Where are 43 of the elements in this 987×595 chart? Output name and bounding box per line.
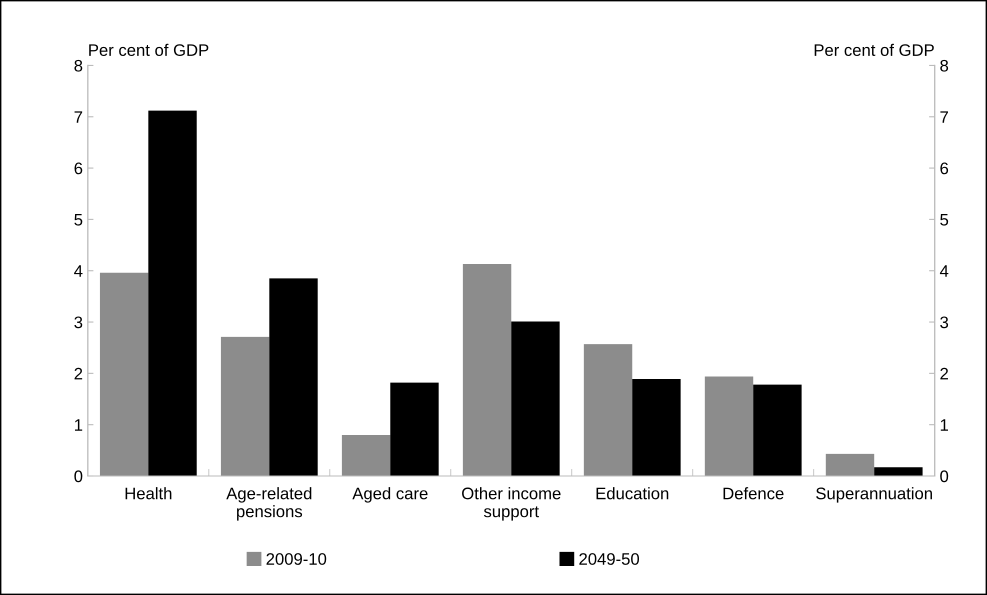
bar bbox=[462, 264, 512, 476]
bar bbox=[269, 278, 318, 476]
x-tick-label: Health bbox=[126, 487, 172, 500]
y2-tick-label: 7 bbox=[940, 111, 948, 123]
bar bbox=[342, 434, 390, 476]
bar bbox=[100, 272, 148, 476]
bar bbox=[826, 454, 874, 476]
bar bbox=[632, 379, 681, 476]
y2-tick-label: 0 bbox=[940, 470, 948, 482]
x-tick-label: Education bbox=[596, 487, 668, 500]
x-tick-label: Superannuation bbox=[816, 487, 932, 503]
x-tick-label: Other income support bbox=[462, 487, 561, 521]
x-tick-label: Aged care bbox=[352, 487, 428, 503]
bar bbox=[220, 336, 270, 476]
y-tick-label: 3 bbox=[74, 316, 82, 328]
bar bbox=[874, 467, 923, 476]
bar bbox=[704, 376, 754, 476]
legend-label: 2009-10 bbox=[266, 553, 326, 565]
y-tick-label: 6 bbox=[74, 162, 82, 174]
y2-axis-title: Per cent of GDP bbox=[814, 44, 934, 56]
y-tick-label: 1 bbox=[74, 419, 82, 431]
y-tick-label: 5 bbox=[74, 214, 82, 226]
y-tick-label: 2 bbox=[74, 368, 82, 380]
y2-tick-label: 3 bbox=[940, 316, 948, 328]
bar bbox=[511, 322, 560, 476]
legend-label: 2049-50 bbox=[579, 553, 640, 565]
y2-tick-label: 4 bbox=[940, 265, 948, 277]
y-tick-label: 7 bbox=[74, 111, 82, 123]
y-tick-label: 4 bbox=[74, 265, 82, 277]
y2-tick-label: 1 bbox=[940, 419, 948, 431]
x-tick-label: Defence bbox=[724, 487, 784, 500]
bar bbox=[753, 384, 802, 476]
bar bbox=[148, 110, 197, 476]
y2-tick-label: 6 bbox=[940, 162, 948, 174]
x-tick-label: Age-related pensions bbox=[226, 487, 312, 521]
y2-tick-label: 5 bbox=[940, 214, 948, 226]
y2-tick-label: 2 bbox=[940, 368, 948, 380]
bar bbox=[390, 382, 439, 476]
y-axis-title: Per cent of GDP bbox=[89, 44, 208, 56]
y-tick-label: 0 bbox=[74, 470, 82, 482]
bar bbox=[584, 344, 632, 476]
y2-tick-label: 8 bbox=[940, 60, 948, 72]
y-tick-label: 8 bbox=[74, 60, 82, 72]
